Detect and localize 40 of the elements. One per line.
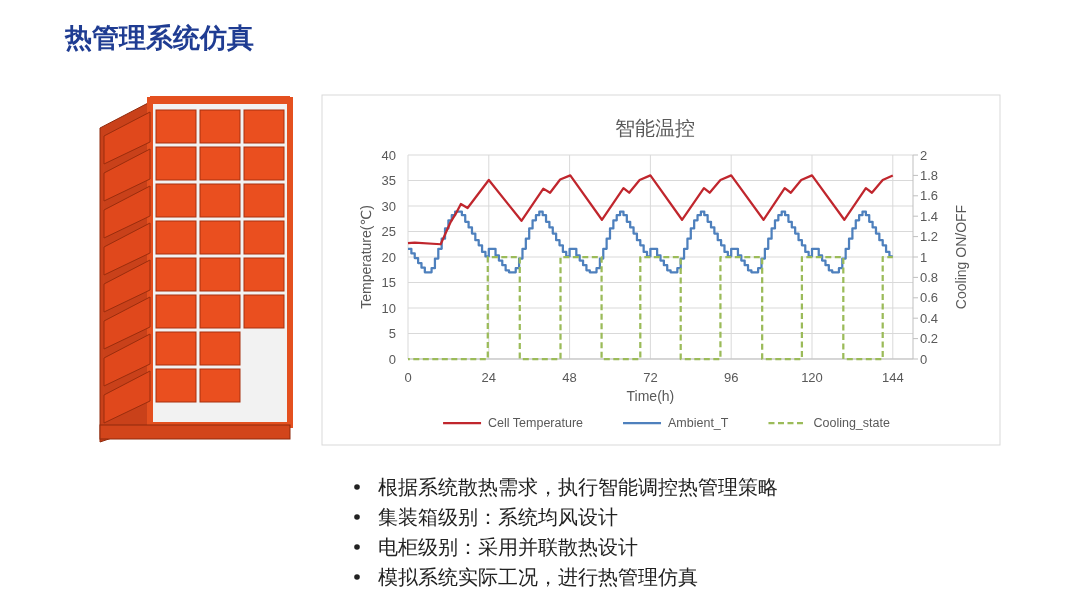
y-tick-label: 25 bbox=[381, 224, 396, 239]
y-axis-title: Temperature(℃) bbox=[358, 205, 374, 309]
x-tick-label: 48 bbox=[562, 369, 577, 385]
text: 电柜级别：采用并联散热设计 bbox=[378, 536, 638, 558]
y2-tick-label: 0 bbox=[920, 351, 928, 367]
x-tick-label: 144 bbox=[881, 369, 904, 385]
text: 根据系统散热需求，执行智能调控热管理策略 bbox=[378, 476, 778, 498]
chart-subtitle: 智能温控 bbox=[615, 117, 695, 139]
y-tick-label: 30 bbox=[381, 198, 396, 214]
y-tick-label: 35 bbox=[381, 173, 396, 188]
x-tick-label: 96 bbox=[723, 369, 739, 385]
y-tick-label: 40 bbox=[381, 147, 396, 163]
y-tick-label: 5 bbox=[388, 326, 396, 341]
text: 集装箱级别：系统均风设计 bbox=[378, 506, 618, 528]
y-tick-label: 10 bbox=[381, 300, 396, 316]
y2-tick-label: 2 bbox=[920, 147, 928, 163]
x-tick-label: 24 bbox=[481, 369, 497, 385]
y2-tick-label: 1.4 bbox=[920, 208, 939, 224]
y2-axis-title: Cooling ON/OFF bbox=[953, 204, 969, 310]
line-series bbox=[406, 174, 894, 246]
y-tick-label: 0 bbox=[388, 351, 396, 367]
text: 模拟系统实际工况，进行热管理仿真 bbox=[378, 566, 698, 588]
y2-tick-label: 0.4 bbox=[920, 310, 939, 326]
y2-tick-label: 0.2 bbox=[920, 331, 939, 347]
y-tick-label: 20 bbox=[381, 249, 396, 265]
y2-tick-label: 0.8 bbox=[920, 269, 939, 285]
x-tick-label: 72 bbox=[643, 369, 658, 385]
x-tick-label: 120 bbox=[801, 369, 823, 385]
legend-label: Cell Temperature bbox=[488, 416, 584, 430]
y-tick-label: 15 bbox=[381, 275, 396, 290]
y2-tick-label: 0.6 bbox=[920, 290, 939, 306]
x-axis-title: Time(h) bbox=[626, 388, 675, 404]
x-tick-label: 0 bbox=[404, 369, 412, 385]
legend-label: Ambient_T bbox=[668, 416, 729, 430]
text: 热管理系统仿真 bbox=[64, 23, 254, 53]
y2-tick-label: 1.2 bbox=[920, 229, 939, 245]
legend-label: Cooling_state bbox=[813, 416, 890, 430]
y2-tick-label: 1.8 bbox=[920, 167, 939, 183]
y2-tick-label: 1.6 bbox=[920, 188, 939, 204]
y2-tick-label: 1 bbox=[920, 249, 928, 265]
